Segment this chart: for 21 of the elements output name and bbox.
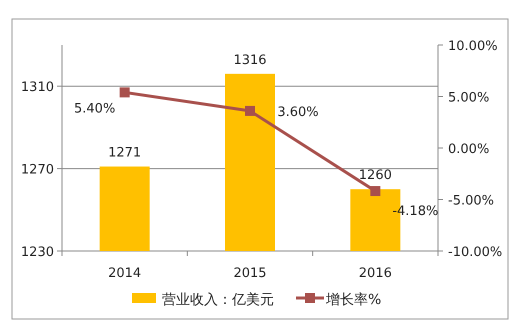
y2-tick-label: 5.00%	[448, 90, 490, 106]
data-label: 5.40%	[74, 101, 116, 116]
y-tick-label: 1310	[20, 80, 54, 96]
point	[370, 186, 380, 196]
legend-label: 增长率%	[325, 292, 382, 308]
data-label: 1316	[233, 52, 267, 68]
y2-tick-label: -10.00%	[448, 245, 502, 260]
y2-tick-label: 0.00%	[448, 142, 490, 157]
data-label: 1260	[358, 168, 392, 184]
y-tick-label: 1230	[20, 245, 54, 260]
legend-label: 营业收入：亿美元	[162, 292, 274, 308]
point	[245, 106, 255, 116]
data-label: 3.60%	[277, 104, 319, 120]
data-label: 1271	[108, 146, 142, 161]
y2-tick-label: 10.00%	[448, 39, 498, 54]
y2-tick-label: -5.00%	[448, 194, 494, 208]
y-tick-label: 1270	[20, 162, 54, 178]
x-tick-label: 2014	[108, 266, 142, 281]
x-tick-label: 2015	[233, 266, 267, 281]
point	[120, 87, 130, 98]
x-tick-label: 2016	[358, 266, 392, 281]
